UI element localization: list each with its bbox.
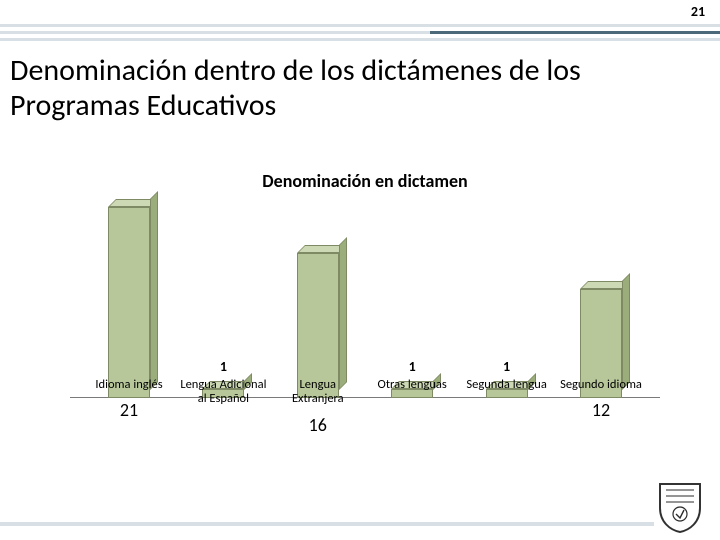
chart-plot-area: 1 1 1 [70, 198, 660, 398]
chart-title: Denominación en dictamen [70, 170, 660, 192]
chart-category-label: Segunda lengua [462, 378, 552, 392]
page-number: 21 [680, 0, 716, 22]
header-rule [0, 24, 720, 27]
chart-category-label: Lengua Extranjera 16 [273, 378, 363, 435]
header-rule [430, 31, 720, 34]
chart-category-text: Lengua Extranjera [273, 378, 363, 407]
chart-category-text: Segunda lengua [462, 378, 552, 392]
chart-value-label: 16 [273, 415, 363, 436]
bar-chart: Denominación en dictamen 1 1 1 Idioma ingl… [70, 170, 660, 470]
chart-category-text: Otras lenguas [367, 378, 457, 392]
chart-category-text: Segundo idioma [556, 378, 646, 392]
chart-bar [108, 207, 150, 398]
chart-value-label: 1 [503, 358, 510, 375]
footer-rule [0, 522, 654, 526]
chart-value-label: 21 [84, 400, 174, 421]
slide-title: Denominación dentro de los dictámenes de… [10, 54, 710, 123]
shield-icon [652, 478, 708, 534]
chart-category-label: Otras lenguas [367, 378, 457, 392]
header-rule [0, 38, 720, 41]
chart-category-label: Segundo idioma 12 [556, 378, 646, 421]
chart-category-text: Idioma inglés [84, 378, 174, 392]
chart-value-label: 1 [220, 358, 227, 375]
chart-value-label: 12 [556, 400, 646, 421]
chart-category-text: Lengua Adicional al Español [178, 378, 268, 407]
chart-category-label: Idioma inglés 21 [84, 378, 174, 421]
chart-category-label: Lengua Adicional al Español [178, 378, 268, 407]
institution-logo [652, 478, 708, 534]
page-number-text: 21 [691, 3, 705, 20]
slide: 21 Denominación dentro de los dictámenes… [0, 0, 720, 540]
chart-value-label: 1 [409, 358, 416, 375]
